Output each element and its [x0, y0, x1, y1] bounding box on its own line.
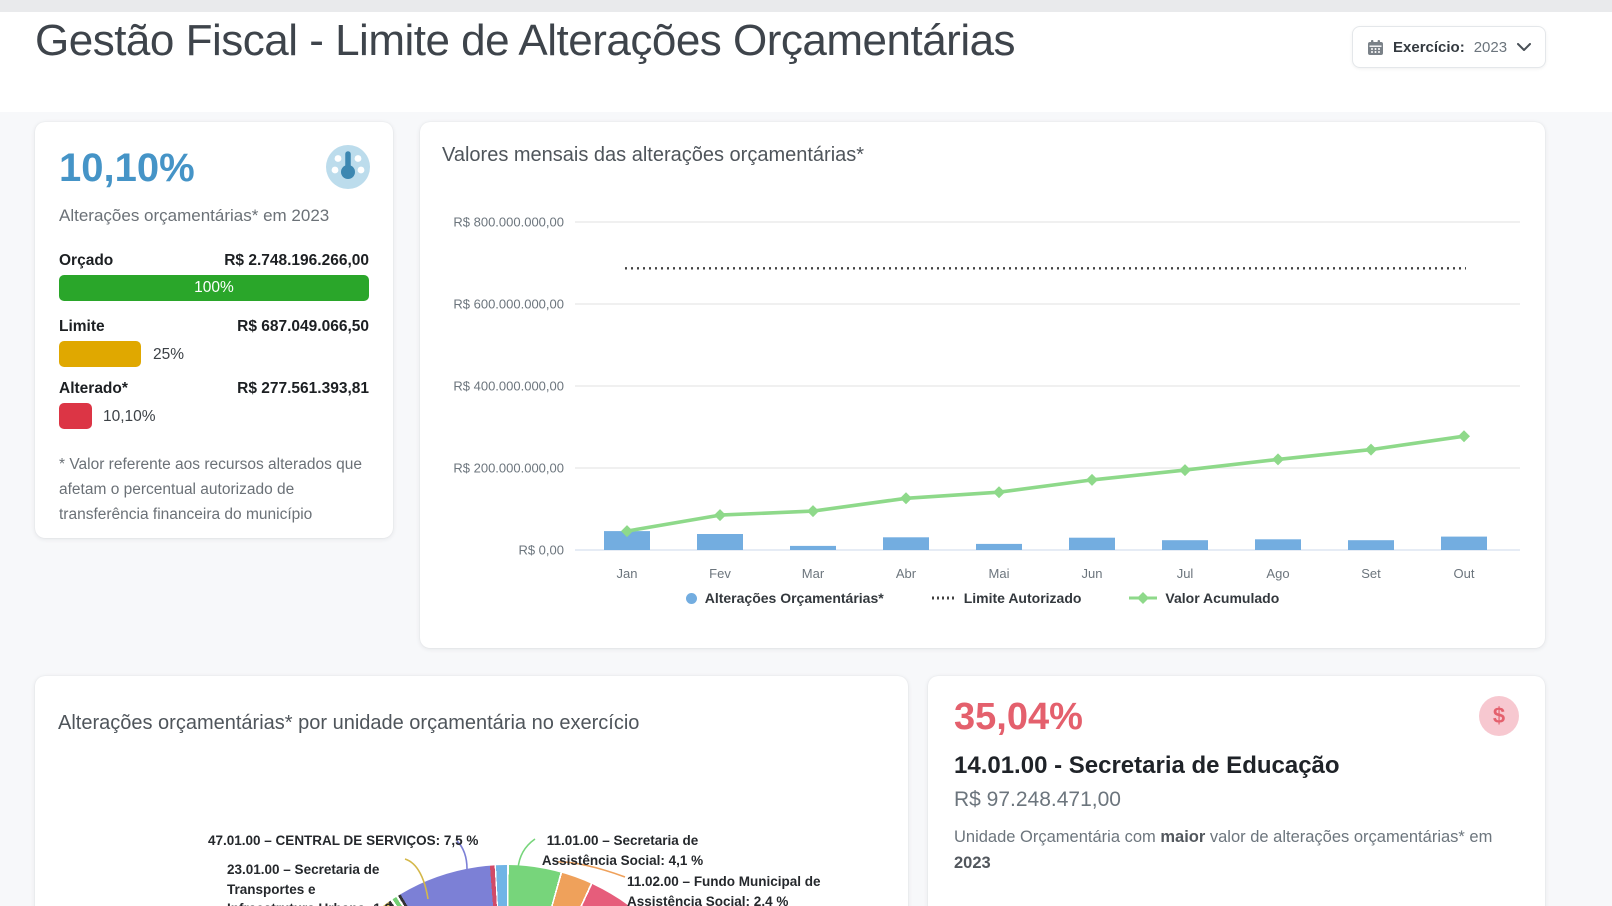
- dollar-icon: $: [1479, 696, 1519, 736]
- legend-item-bars[interactable]: Alterações Orçamentárias*: [685, 590, 884, 606]
- limite-progress-bar: [59, 341, 141, 367]
- svg-text:R$ 600.000.000,00: R$ 600.000.000,00: [453, 297, 564, 312]
- top-edge: [0, 0, 1612, 12]
- page-title: Gestão Fiscal - Limite de Alterações Orç…: [35, 16, 1016, 65]
- summary-subtitle: Alterações orçamentárias* em 2023: [59, 206, 330, 225]
- desc-bold-year: 2023: [954, 854, 991, 873]
- orcado-row: Orçado R$ 2.748.196.266,00: [59, 252, 369, 270]
- svg-text:Mai: Mai: [989, 566, 1010, 581]
- altered-percent-value: 10,10%: [59, 146, 195, 190]
- exercise-value: 2023: [1473, 38, 1508, 56]
- svg-text:Jan: Jan: [617, 566, 638, 581]
- chevron-down-icon: [1517, 42, 1531, 52]
- bar-series-swatch: [685, 592, 697, 604]
- svg-text:Out: Out: [1454, 566, 1475, 581]
- desc-part-1: Unidade Orçamentária com: [954, 828, 1161, 846]
- highlight-unit-name: 14.01.00 - Secretaria de Educação: [954, 752, 1340, 779]
- orcado-label: Orçado: [59, 252, 114, 269]
- legend-item-accumulated[interactable]: Valor Acumulado: [1129, 590, 1279, 606]
- gauge-icon: [325, 144, 371, 190]
- limite-value: R$ 687.049.066,50: [237, 318, 369, 335]
- exercise-year-select[interactable]: Exercício: 2023: [1352, 26, 1546, 68]
- alterado-value: R$ 277.561.393,81: [237, 380, 369, 397]
- alterado-label: Alterado*: [59, 380, 128, 397]
- chart-legend: Alterações Orçamentárias* Limite Autoriz…: [420, 590, 1545, 606]
- exercise-label: Exercício:: [1393, 38, 1465, 56]
- orcado-value: R$ 2.748.196.266,00: [224, 252, 369, 269]
- svg-text:R$ 800.000.000,00: R$ 800.000.000,00: [453, 215, 564, 230]
- limite-label: Limite: [59, 318, 105, 335]
- dollar-glyph: $: [1492, 703, 1506, 728]
- svg-text:R$ 400.000.000,00: R$ 400.000.000,00: [453, 379, 564, 394]
- monthly-chart-card: Valores mensais das alterações orçamentá…: [420, 122, 1545, 648]
- summary-footnote: * Valor referente aos recursos alterados…: [59, 456, 362, 524]
- pie-label-fundo-municipal: 11.02.00 – Fundo Municipal de Assistênci…: [627, 874, 821, 906]
- units-card-title: Alterações orçamentárias* por unidade or…: [58, 712, 640, 734]
- highlight-percent: 35,04%: [954, 696, 1083, 738]
- legend-item-limit[interactable]: Limite Autorizado: [931, 590, 1082, 606]
- pie-label-central-servicos: 47.01.00 – CENTRAL DE SERVIÇOS: 7,5 %: [208, 833, 479, 848]
- accumulated-series-swatch: [1129, 592, 1158, 604]
- pie-label-transportes: 23.01.00 – Secretaria de Transportes e I…: [227, 862, 392, 906]
- alterado-row: Alterado* R$ 277.561.393,81: [59, 380, 369, 398]
- svg-text:Abr: Abr: [896, 566, 917, 581]
- highlight-description: Unidade Orçamentária com maior valor de …: [954, 824, 1522, 877]
- acc-swatch-marker: [1137, 592, 1150, 604]
- svg-text:R$ 0,00: R$ 0,00: [518, 543, 564, 558]
- limite-row: Limite R$ 687.049.066,50: [59, 318, 369, 336]
- monthly-chart: R$ 0,00 R$ 200.000.000,00 R$ 400.000.000,0…: [453, 215, 1520, 581]
- pie-label-assistencia-social: 11.01.00 – Secretaria de Assistência Soc…: [541, 833, 704, 868]
- accumulated-series-name: Valor Acumulado: [1165, 590, 1280, 606]
- svg-text:Mar: Mar: [802, 566, 825, 581]
- desc-part-2: valor de alterações orçamentárias* em: [1205, 828, 1493, 846]
- svg-text:Set: Set: [1361, 566, 1381, 581]
- svg-text:Jun: Jun: [1082, 566, 1103, 581]
- calendar-icon: [1367, 39, 1384, 56]
- summary-card: 10,10% Alterações orçamentárias* em 2023…: [35, 122, 393, 538]
- svg-text:Ago: Ago: [1266, 566, 1289, 581]
- alterado-percent-label: 10,10%: [103, 408, 156, 425]
- leader-line-assistencia-social: [517, 838, 536, 870]
- bar-series-name: Alterações Orçamentárias*: [704, 590, 884, 606]
- limite-percent-label: 25%: [153, 346, 185, 363]
- svg-text:R$ 200.000.000,00: R$ 200.000.000,00: [453, 461, 564, 476]
- monthly-chart-title: Valores mensais das alterações orçamentá…: [442, 144, 865, 166]
- highlight-card: 35,04% $ 14.01.00 - Secretaria de Educaç…: [928, 676, 1545, 906]
- limit-series-swatch: [931, 596, 956, 600]
- svg-text:Jul: Jul: [1177, 566, 1194, 581]
- units-pie-card: Alterações orçamentárias* por unidade or…: [35, 676, 908, 906]
- svg-text:Fev: Fev: [709, 566, 731, 581]
- limit-series-name: Limite Autorizado: [963, 590, 1082, 606]
- desc-bold-maior: maior: [1160, 828, 1206, 846]
- highlight-unit-value: R$ 97.248.471,00: [954, 788, 1121, 811]
- page-header: [0, 12, 1612, 112]
- orcado-progress-bar: 100%: [59, 275, 369, 301]
- alterado-progress-bar: [59, 403, 92, 429]
